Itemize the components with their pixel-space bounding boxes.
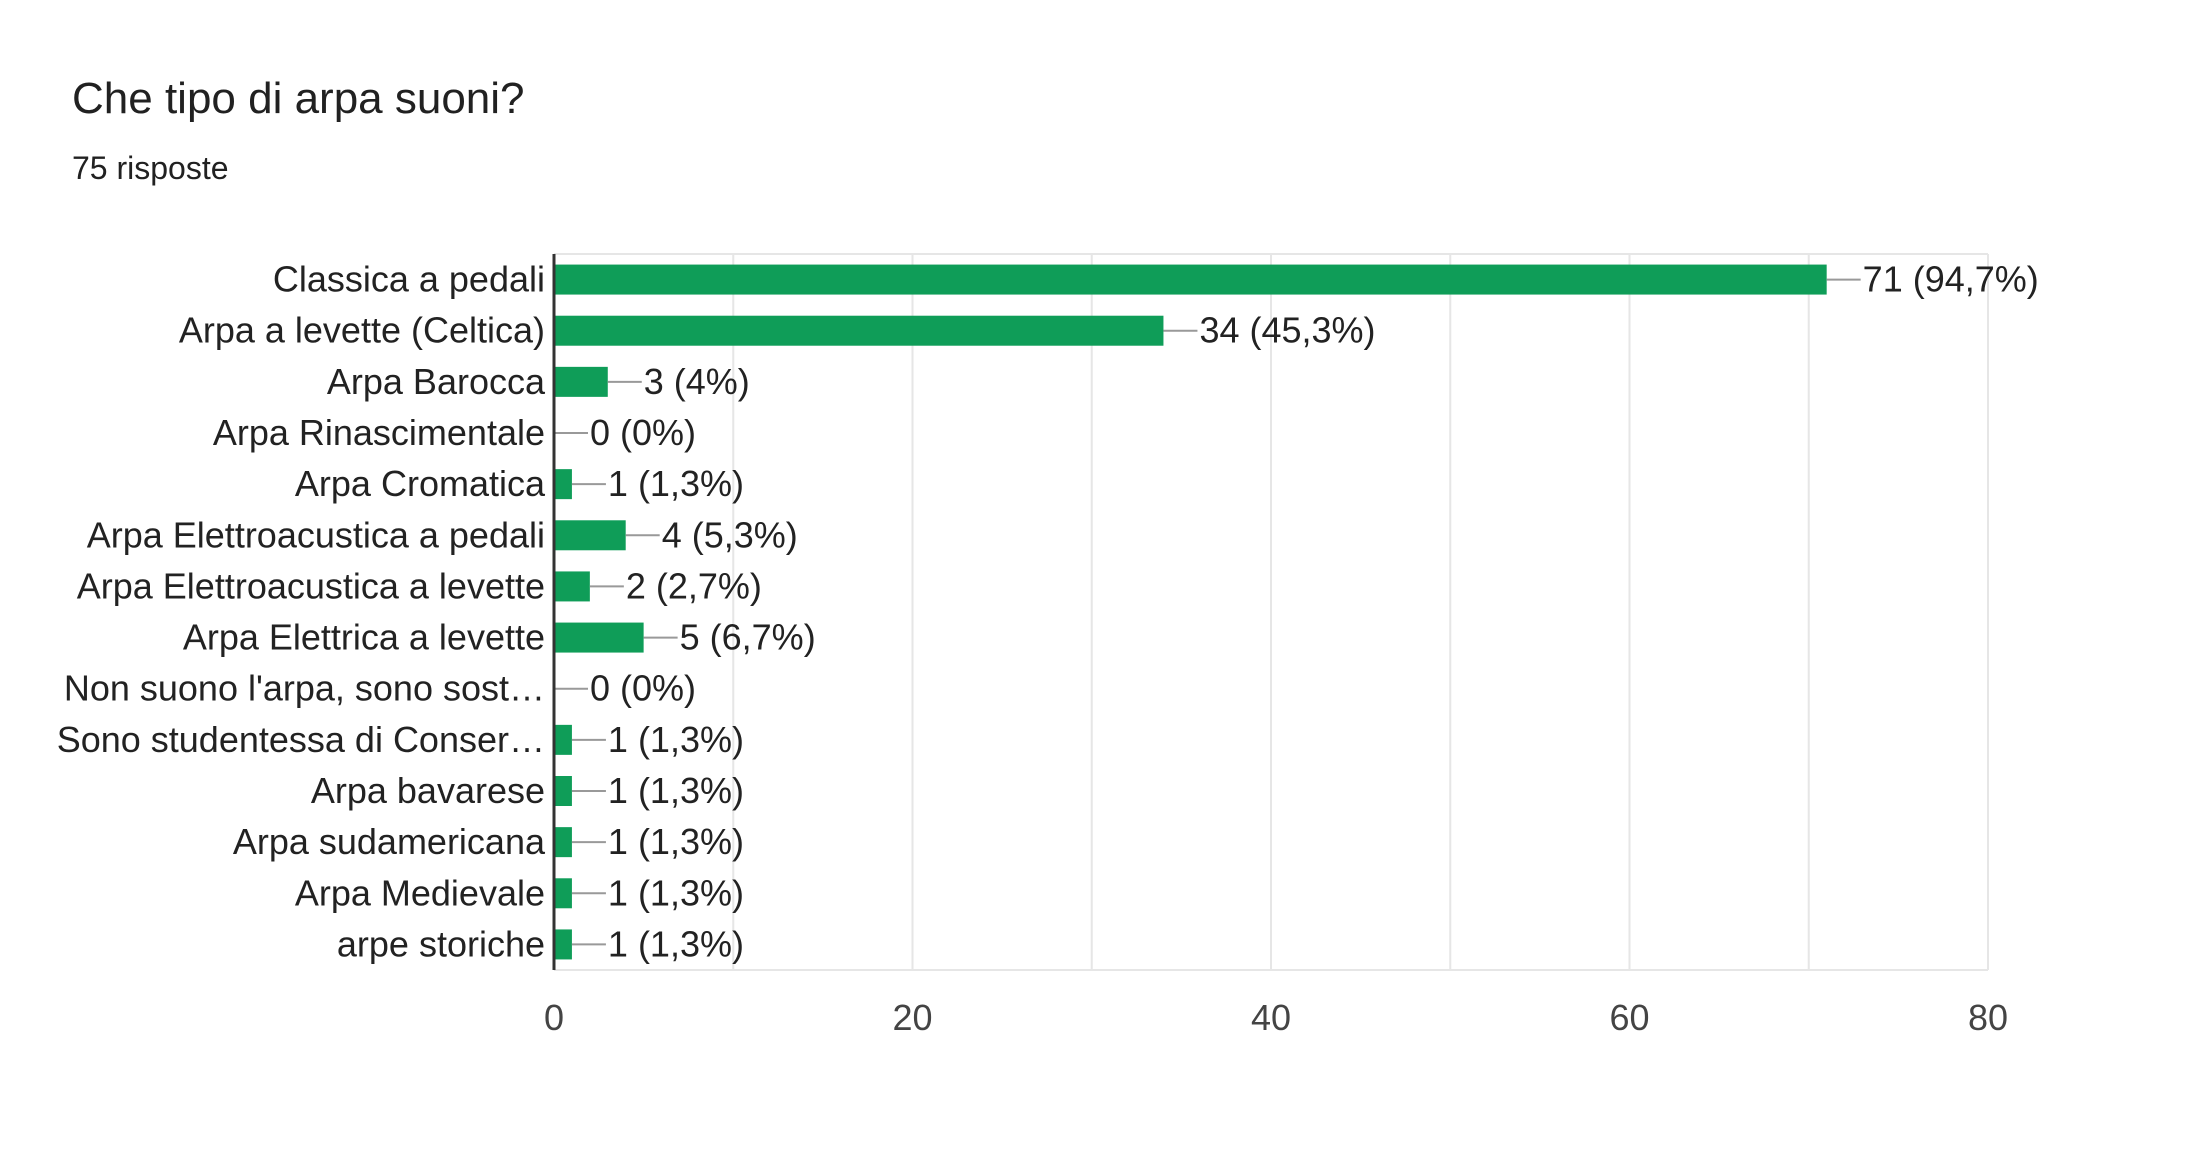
category-label: Arpa Elettroacustica a levette xyxy=(77,565,545,606)
category-label: Arpa Medievale xyxy=(295,872,545,913)
category-label: Arpa Elettrica a levette xyxy=(183,617,545,658)
category-label: Arpa Elettroacustica a pedali xyxy=(87,514,545,555)
bar xyxy=(554,929,572,960)
grid-lines xyxy=(554,253,1989,971)
category-label: Arpa bavarese xyxy=(311,770,545,811)
category-label: Sono studentessa di Conser… xyxy=(57,719,545,760)
category-label: Arpa Rinascimentale xyxy=(213,412,545,453)
data-label: 2 (2,7%) xyxy=(626,565,762,606)
bar xyxy=(554,776,572,806)
x-tick-label: 40 xyxy=(1251,997,1291,1038)
data-label: 1 (1,3%) xyxy=(608,872,744,913)
x-tick-label: 20 xyxy=(892,997,932,1038)
data-label: 0 (0%) xyxy=(590,668,696,709)
response-count: 75 risposte xyxy=(72,150,229,186)
x-tick-label: 0 xyxy=(544,997,564,1038)
bar xyxy=(554,827,572,858)
bar xyxy=(554,571,590,602)
data-label: 1 (1,3%) xyxy=(608,463,744,504)
x-tick-label: 60 xyxy=(1609,997,1649,1038)
category-label: arpe storiche xyxy=(337,923,545,964)
bar xyxy=(554,469,572,500)
data-label: 71 (94,7%) xyxy=(1863,259,2039,300)
bar xyxy=(554,724,572,755)
bar xyxy=(554,264,1827,295)
x-tick-label: 80 xyxy=(1968,997,2008,1038)
category-label: Arpa Cromatica xyxy=(295,463,546,504)
data-label: 4 (5,3%) xyxy=(662,514,798,555)
category-label: Arpa a levette (Celtica) xyxy=(179,310,545,351)
data-label: 0 (0%) xyxy=(590,412,696,453)
bar xyxy=(554,878,572,909)
data-label: 1 (1,3%) xyxy=(608,770,744,811)
bars xyxy=(552,254,1861,970)
category-label: Non suono l'arpa, sono sost… xyxy=(64,668,545,709)
bar xyxy=(554,622,644,653)
data-label: 1 (1,3%) xyxy=(608,821,744,862)
category-label: Arpa Barocca xyxy=(327,361,546,402)
data-label: 34 (45,3%) xyxy=(1199,310,1375,351)
bar xyxy=(554,520,626,551)
bar xyxy=(554,366,608,397)
bar xyxy=(554,315,1164,346)
category-label: Classica a pedali xyxy=(273,259,545,300)
category-label: Arpa sudamericana xyxy=(233,821,546,862)
data-label: 1 (1,3%) xyxy=(608,719,744,760)
data-label: 3 (4%) xyxy=(644,361,750,402)
data-label: 1 (1,3%) xyxy=(608,923,744,964)
data-label: 5 (6,7%) xyxy=(680,617,816,658)
labels: 0 20 40 60 80 Classica a pedali 71 (94,7%) Arpa… xyxy=(57,259,2039,1038)
chart-title: Che tipo di arpa suoni? xyxy=(72,74,525,123)
